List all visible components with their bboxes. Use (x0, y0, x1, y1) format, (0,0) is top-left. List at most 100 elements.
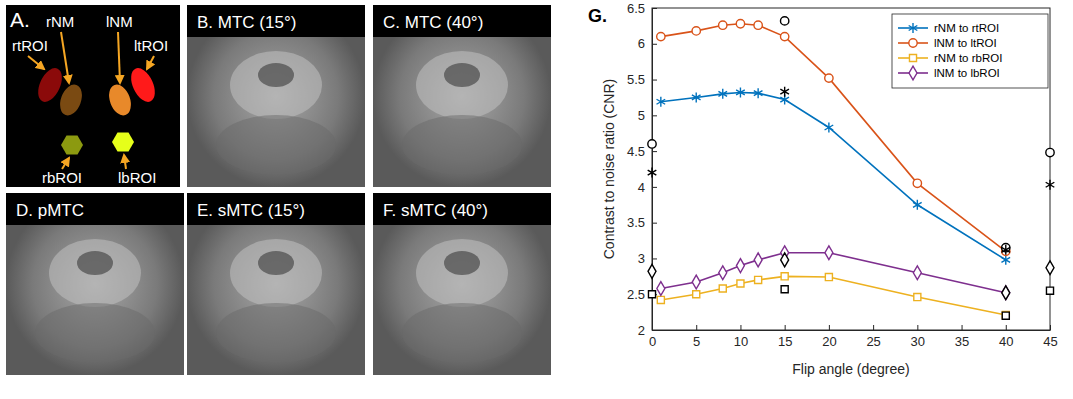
y-axis: 22.533.544.555.566.5 (627, 1, 657, 338)
x-tick-mark (1050, 325, 1051, 330)
y-tick-label: 5 (638, 108, 645, 123)
x-tick-label: 0 (649, 334, 656, 349)
marker (1046, 180, 1055, 190)
marker (1002, 311, 1009, 318)
x-tick-mark (740, 325, 741, 330)
roi-shape (126, 64, 159, 105)
marker (648, 291, 655, 298)
y-tick: 2.5 (627, 287, 657, 302)
marker (648, 168, 657, 178)
arrow (28, 56, 44, 69)
image-structure (444, 63, 480, 87)
x-tick: 30 (911, 325, 925, 349)
series-line (661, 253, 1006, 293)
image-structure (49, 239, 141, 307)
marker (692, 275, 700, 289)
panel-background (6, 5, 180, 187)
y-tick-label: 2 (638, 323, 645, 338)
image-structure (258, 63, 294, 87)
marker (781, 253, 789, 267)
marker (657, 97, 666, 107)
y-tick: 6 (638, 36, 657, 51)
marker (825, 246, 833, 260)
marker (780, 32, 788, 40)
y-tick-label: 3 (638, 251, 645, 266)
legend-label: rNM to rtROI (934, 22, 999, 34)
x-axis: 051015202530354045 (649, 325, 1058, 349)
series-line (661, 276, 1006, 315)
panel-label: D. pMTC (16, 201, 84, 220)
marker (1002, 312, 1009, 319)
image-structure (444, 251, 480, 275)
x-tick-label: 40 (999, 334, 1013, 349)
legend: rNM to rtROIlNM to ltROIrNM to rbROIlNM … (892, 14, 1048, 88)
marker (657, 32, 665, 40)
scatter-series (648, 286, 1053, 320)
image-placeholder (6, 193, 184, 375)
marker (718, 89, 727, 99)
marker (1046, 287, 1053, 294)
x-tick-label: 15 (778, 334, 792, 349)
x-tick: 40 (999, 325, 1013, 349)
marker (692, 92, 701, 102)
y-tick: 3 (638, 251, 657, 266)
y-tick: 5.5 (627, 72, 657, 87)
x-axis-title: Flip angle (degree) (792, 361, 910, 377)
image-structure (216, 303, 336, 363)
marker (657, 282, 665, 296)
image-placeholder (373, 193, 551, 375)
marker (1001, 255, 1010, 265)
image-structure (35, 303, 155, 363)
image-panel: F. sMTC (40°) (373, 193, 551, 375)
scatter-series (648, 253, 1054, 300)
arrow (118, 32, 120, 83)
roi-shape (105, 82, 135, 119)
marker (755, 276, 762, 283)
marker (648, 140, 656, 148)
plot-area (648, 17, 1055, 320)
figure: A.rNMlNMrtROIltROIrbROIlbROIB. MTC (15°)… (0, 0, 1073, 399)
arrow (62, 158, 69, 169)
roi-label: rtROI (12, 37, 48, 54)
y-tick-label: 4.5 (627, 144, 645, 159)
legend-label: lNM to lbROI (934, 67, 1000, 79)
roi-label: lNM (106, 13, 133, 30)
x-axis-line (653, 330, 1051, 331)
x-tick-mark (1006, 325, 1007, 330)
marker (657, 296, 664, 303)
y-tick: 2 (638, 323, 657, 338)
image-panel: B. MTC (15°) (187, 5, 365, 187)
marker (913, 179, 921, 187)
plot-frame (652, 8, 1050, 330)
panel-label: C. MTC (40°) (383, 13, 483, 32)
y-tick-mark (652, 44, 657, 45)
x-tick-mark (696, 325, 697, 330)
x-tick-mark (917, 325, 918, 330)
panel-label: A. (10, 8, 30, 31)
x-tick: 35 (955, 325, 969, 349)
x-tick-mark (785, 325, 786, 330)
x-tick: 5 (693, 325, 700, 349)
y-tick-mark (652, 80, 657, 81)
marker (781, 273, 788, 280)
image-structure (402, 115, 522, 175)
image-structure (416, 51, 508, 119)
x-tick-label: 30 (911, 334, 925, 349)
marker (913, 200, 922, 210)
chart-title: G. (588, 6, 607, 26)
line-series (657, 87, 1011, 264)
label-strip (373, 193, 551, 225)
marker (736, 87, 745, 97)
image-structure (402, 303, 522, 363)
image-structure (416, 239, 508, 307)
line-series (657, 246, 1010, 300)
y-tick-mark (652, 187, 657, 188)
label-strip (373, 5, 551, 37)
image-structure (258, 251, 294, 275)
panel-a: A.rNMlNMrtROIltROIrbROIlbROI (6, 5, 180, 187)
chart: G.05101520253035404522.533.544.555.566.5… (588, 1, 1058, 377)
legend-label: rNM to rbROI (934, 52, 1002, 64)
x-tick: 20 (822, 325, 836, 349)
marker (719, 21, 727, 29)
y-tick-mark (652, 151, 657, 152)
